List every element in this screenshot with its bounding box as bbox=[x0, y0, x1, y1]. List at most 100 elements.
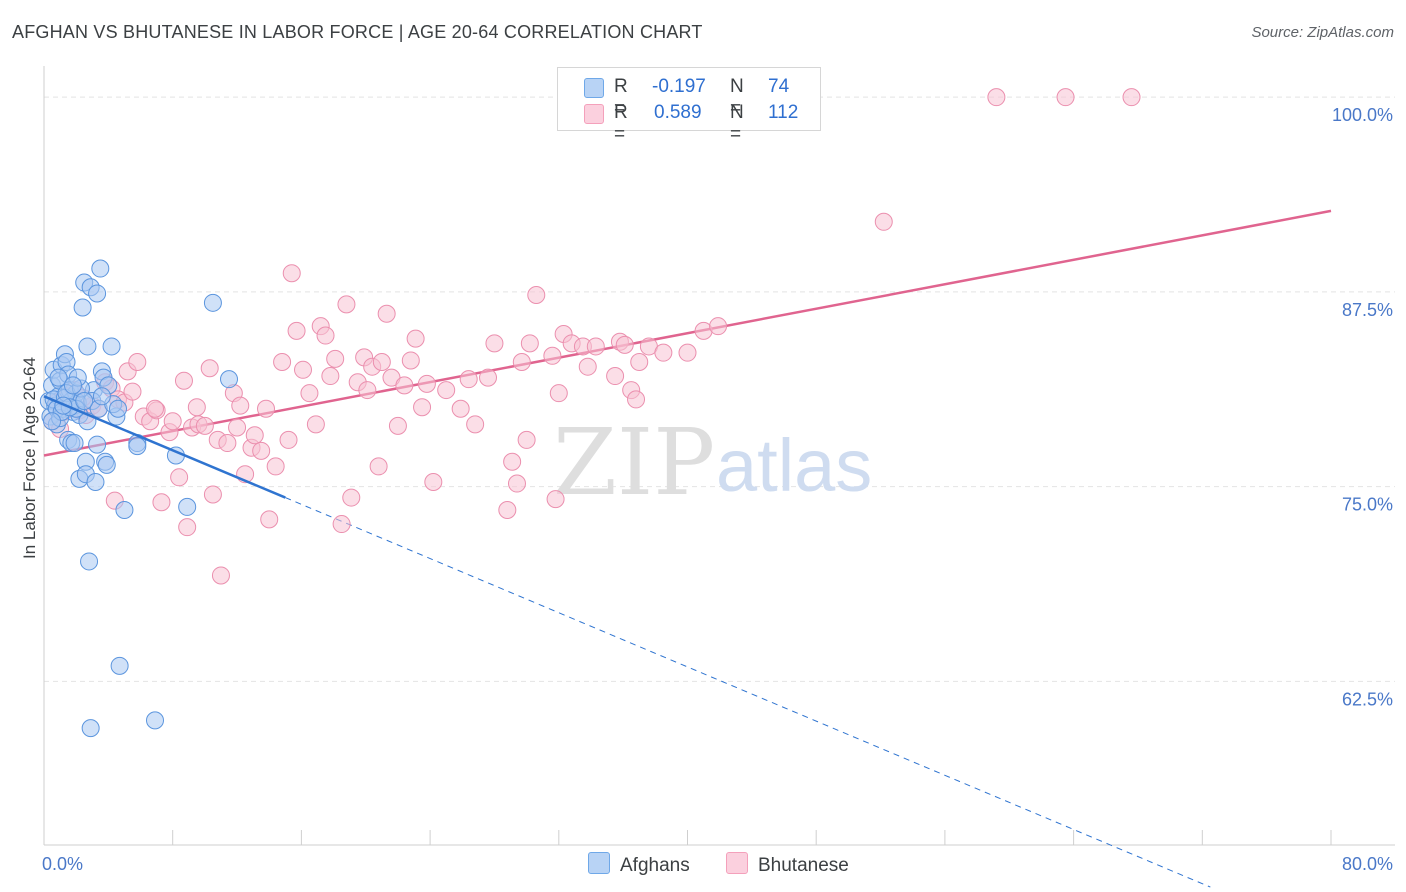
bhutanese-point bbox=[417, 374, 436, 393]
afghans-point bbox=[86, 472, 105, 491]
bhutanese-point bbox=[507, 474, 526, 493]
bhutanese-point bbox=[549, 384, 568, 403]
r-label: R = bbox=[614, 76, 628, 119]
afghans-point bbox=[128, 437, 147, 456]
chart-title: AFGHAN VS BHUTANESE IN LABOR FORCE | AGE… bbox=[12, 22, 703, 42]
bhutanese-point bbox=[424, 472, 443, 491]
afghans-trend-extension bbox=[285, 497, 1211, 888]
afghans-point bbox=[102, 337, 121, 356]
r-label: R = bbox=[614, 102, 628, 145]
afghans-point bbox=[49, 368, 68, 387]
afghans-point bbox=[110, 656, 129, 675]
afghans-point bbox=[78, 337, 97, 356]
x-tick-label: 80.0% bbox=[1342, 854, 1393, 874]
trendlines bbox=[43, 209, 1332, 888]
bhutanese-point bbox=[282, 264, 301, 283]
bhutanese-point bbox=[437, 381, 456, 400]
afghans-point bbox=[80, 552, 99, 571]
afghans-points bbox=[39, 259, 286, 738]
bhutanese-point bbox=[459, 370, 478, 389]
bhutanese-point bbox=[187, 398, 206, 417]
gridlines bbox=[44, 96, 1395, 682]
legend-afghans: Afghans bbox=[588, 852, 690, 877]
bhutanese-point bbox=[377, 304, 396, 323]
afghans-point bbox=[73, 298, 92, 317]
bhutanese-point bbox=[372, 353, 391, 372]
afghans-point bbox=[43, 412, 62, 431]
bhutanese-point bbox=[578, 357, 597, 376]
bhutanese-point bbox=[294, 360, 313, 379]
afghans-point bbox=[63, 376, 82, 395]
bhutanese-point bbox=[451, 399, 470, 418]
afghans-trend-line bbox=[43, 395, 286, 499]
n-value: 74 bbox=[768, 76, 790, 97]
n-label: N = bbox=[730, 76, 744, 119]
bhutanese-point bbox=[1056, 88, 1075, 107]
bhutanese-point bbox=[211, 566, 230, 585]
bhutanese-point bbox=[163, 412, 182, 431]
bhutanese-point bbox=[178, 518, 197, 537]
bhutanese-point bbox=[332, 515, 351, 534]
bhutanese-point bbox=[326, 349, 345, 368]
afghans-point bbox=[75, 391, 94, 410]
bhutanese-point bbox=[128, 353, 147, 372]
bhutanese-point bbox=[466, 415, 485, 434]
y-tick-label: 87.5% bbox=[1342, 300, 1393, 320]
y-tick-label: 75.0% bbox=[1342, 495, 1393, 515]
bhutanese-point bbox=[123, 382, 142, 401]
bhutanese-point bbox=[678, 343, 697, 362]
bhutanese-point bbox=[200, 359, 219, 378]
bhutanese-point bbox=[388, 416, 407, 435]
afghans-point bbox=[92, 387, 111, 406]
bhutanese-point bbox=[606, 367, 625, 386]
bhutanese-point bbox=[321, 367, 340, 386]
y-tick-label: 100.0% bbox=[1332, 105, 1393, 125]
bhutanese-point bbox=[300, 384, 319, 403]
bhutanese-point bbox=[543, 346, 562, 365]
watermark-atlas: atlas bbox=[716, 424, 872, 507]
bhutanese-trend-line bbox=[43, 209, 1332, 457]
bhutanese-legend-label: Bhutanese bbox=[758, 855, 849, 876]
bhutanese-point bbox=[874, 212, 893, 231]
bhutanese-point bbox=[512, 353, 531, 372]
bhutanese-point bbox=[630, 353, 649, 372]
bhutanese-point bbox=[245, 426, 264, 445]
afghans-legend-label: Afghans bbox=[620, 855, 690, 876]
stats-legend: R = -0.197 N = 74 R = 0.589 N = 112 bbox=[557, 67, 821, 145]
n-label: N = bbox=[730, 102, 744, 145]
afghans-point bbox=[115, 501, 134, 520]
bhutanese-point bbox=[260, 510, 279, 529]
bhutanese-point bbox=[627, 390, 646, 409]
bhutanese-point bbox=[279, 430, 298, 449]
bhutanese-point bbox=[406, 329, 425, 348]
bhutanese-point bbox=[342, 488, 361, 507]
bhutanese-point bbox=[498, 501, 517, 520]
bhutanese-point bbox=[195, 416, 214, 435]
bhutanese-point bbox=[152, 493, 171, 512]
watermark: ZIP atlas bbox=[553, 409, 872, 516]
bhutanese-point bbox=[316, 326, 335, 345]
bhutanese-point bbox=[252, 441, 271, 460]
bhutanese-point bbox=[485, 334, 504, 353]
bhutanese-point bbox=[709, 317, 728, 336]
bhutanese-point bbox=[218, 434, 237, 453]
r-value: -0.197 bbox=[652, 76, 706, 97]
bhutanese-point bbox=[266, 457, 285, 476]
x-tick-label: 0.0% bbox=[42, 854, 83, 874]
bhutanese-point bbox=[586, 337, 605, 356]
afghans-point bbox=[146, 711, 165, 730]
bhutanese-point bbox=[306, 415, 325, 434]
afghans-point bbox=[97, 455, 116, 474]
bhutanese-point bbox=[654, 343, 673, 362]
bhutanese-point bbox=[527, 286, 546, 305]
bhutanese-point bbox=[401, 351, 420, 370]
bhutanese-point bbox=[273, 353, 292, 372]
afghans-point bbox=[203, 293, 222, 312]
bhutanese-point bbox=[174, 371, 193, 390]
bhutanese-point bbox=[203, 485, 222, 504]
watermark-zip: ZIP bbox=[553, 409, 715, 516]
afghans-point bbox=[91, 259, 110, 278]
bhutanese-point bbox=[257, 399, 276, 418]
bhutanese-point bbox=[413, 398, 432, 417]
